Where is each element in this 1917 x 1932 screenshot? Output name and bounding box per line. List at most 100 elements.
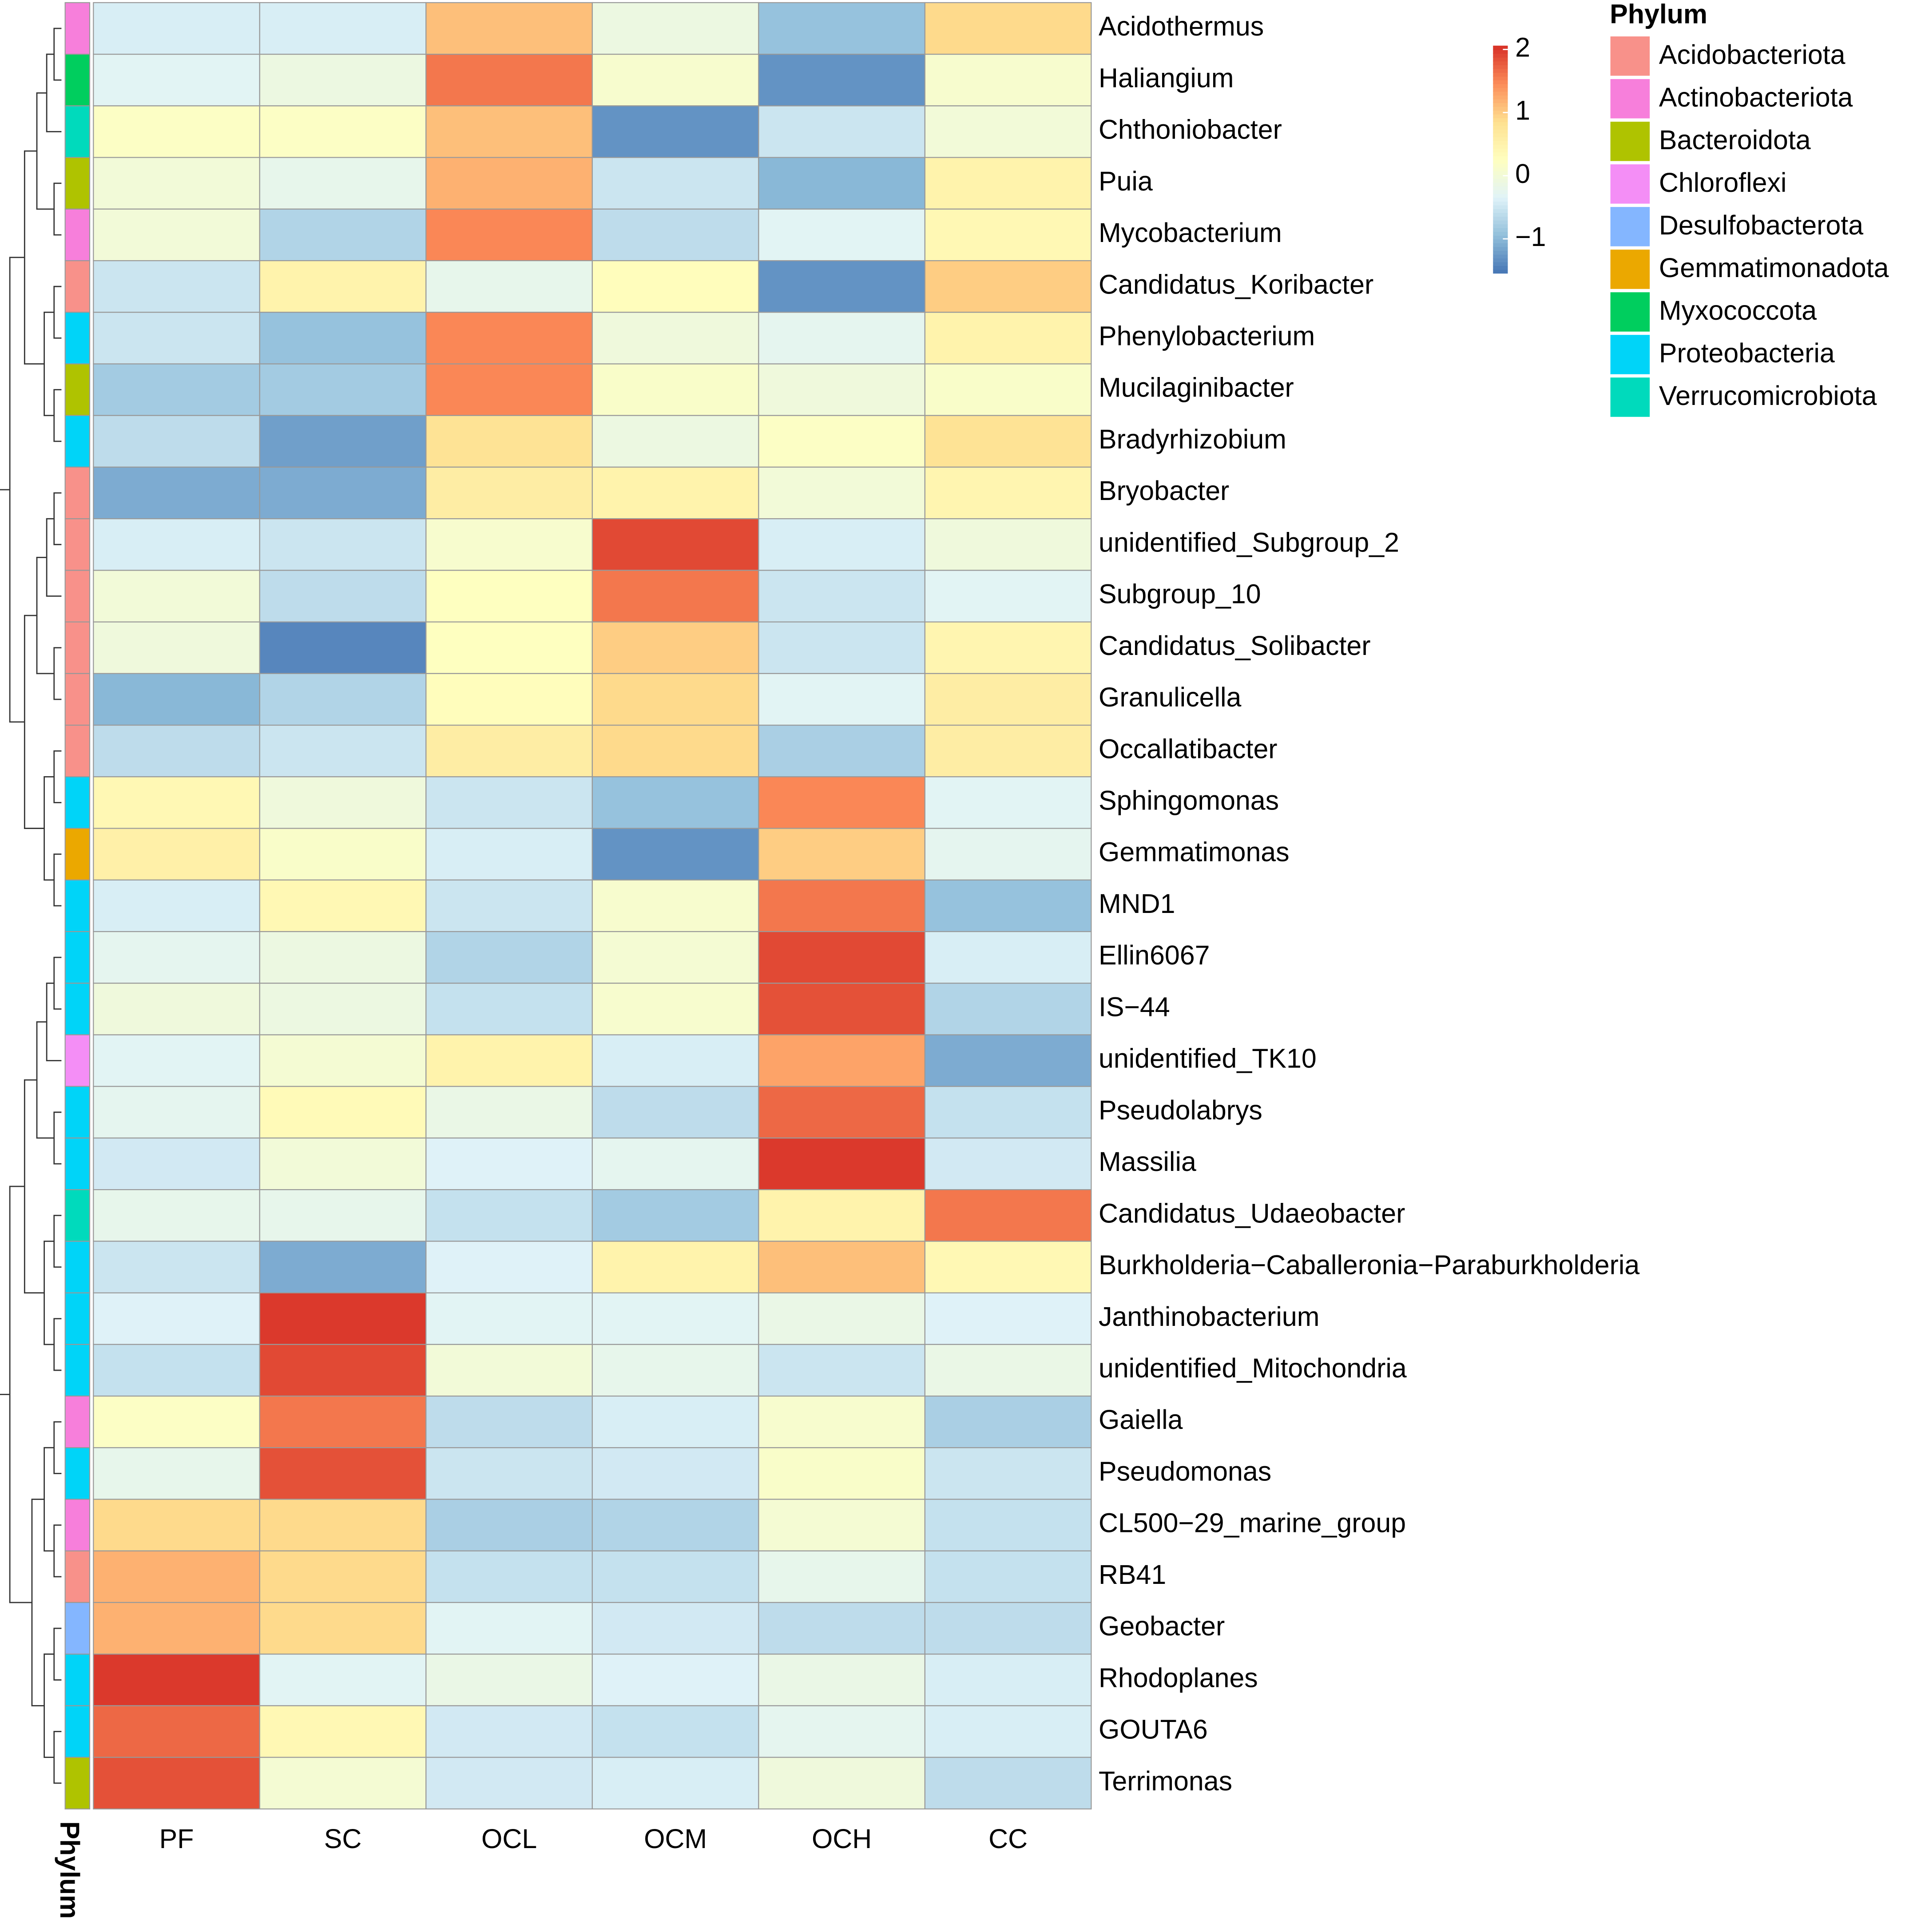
annotation-cell [64,621,91,674]
heat-cell [425,879,593,932]
row-label: Pseudolabrys [1099,1095,1262,1125]
heat-cell [259,673,427,726]
heat-cell [425,260,593,313]
heat-cell [758,105,925,158]
colorbar-segment [1493,114,1508,119]
row-label: Mycobacterium [1099,218,1282,248]
heat-cell [924,466,1092,520]
dendrogram-branch [53,853,62,907]
annotation-cell [64,828,91,881]
colorbar-segment [1493,91,1508,96]
heat-cell [259,1447,427,1500]
heat-cell [93,105,260,158]
heat-cell [924,1550,1092,1603]
heat-cell [93,1654,260,1706]
heat-cell [591,931,759,984]
row-label: MND1 [1099,889,1175,919]
heat-cell [93,931,260,984]
row-label: Candidatus_Koribacter [1099,269,1373,299]
row-label: Sphingomonas [1099,785,1279,816]
row-label: RB41 [1099,1559,1166,1590]
column-label: OCL [481,1824,537,1854]
colorbar-segment [1493,238,1508,243]
heat-cell [425,312,593,365]
heat-cell [259,983,427,1035]
row-label: Massilia [1099,1147,1196,1177]
heat-cell [758,673,925,726]
heat-cell [758,570,925,623]
heat-cell [425,1344,593,1397]
heat-cell [591,1705,759,1758]
heat-cell [758,1241,925,1293]
heat-cell [591,157,759,210]
heat-cell [924,1137,1092,1190]
heat-cell [758,54,925,107]
dendrogram-branch [53,647,62,700]
heat-cell [259,1189,427,1242]
row-label: Candidatus_Udaeobacter [1099,1198,1405,1228]
heat-cell [425,518,593,571]
heat-cell [758,1086,925,1139]
heat-cell [93,1241,260,1293]
heat-cell [425,1189,593,1242]
annotation-cell [64,2,91,55]
heat-cell [93,466,260,520]
colorbar-segment [1493,129,1508,134]
annotation-cell [64,1344,91,1397]
colorbar-label: 2 [1515,32,1530,62]
heat-cell [93,1550,260,1603]
heat-cell [591,260,759,313]
heat-cell [425,1705,593,1758]
heat-cell [591,1241,759,1293]
annotation-cell [64,1447,91,1500]
heat-cell [259,1344,427,1397]
heat-cell [924,1344,1092,1397]
dendrogram-branch [53,1731,62,1784]
heat-cell [93,673,260,726]
heat-cell [591,828,759,881]
annotation-cell [64,879,91,932]
colorbar-segment [1493,163,1508,168]
heat-cell [924,1499,1092,1551]
heat-cell [924,1757,1092,1809]
heat-cell [924,725,1092,778]
heat-cell [758,2,925,55]
heat-cell [93,828,260,881]
colorbar-segment [1493,45,1508,50]
row-label: Burkholderia−Caballeronia−Paraburkholder… [1099,1250,1639,1280]
colorbar-segment [1493,265,1508,270]
heat-cell [425,2,593,55]
colorbar-segment [1493,262,1508,266]
legend-swatch [1609,376,1651,418]
colorbar-label: 0 [1515,159,1530,189]
dendrogram-branch [53,750,62,803]
heat-cell [591,1550,759,1603]
heat-cell [259,1292,427,1345]
heat-cell [93,363,260,416]
heat-cell [591,1395,759,1448]
heat-cell [591,466,759,520]
heat-cell [591,1137,759,1190]
heat-cell [425,1395,593,1448]
row-label: Subgroup_10 [1099,579,1261,609]
dendrogram-branch [53,1524,62,1578]
heat-cell [93,1344,260,1397]
colorbar-segment [1493,72,1508,77]
colorbar-segment [1493,117,1508,122]
colorbar-segment [1493,95,1508,99]
heat-cell [259,466,427,520]
heat-cell [591,879,759,932]
heat-cell [758,1344,925,1397]
colorbar-segment [1493,79,1508,84]
colorbar-label: −1 [1515,222,1546,252]
heat-cell [758,1602,925,1655]
heat-cell [758,466,925,520]
heat-cell [924,931,1092,984]
heat-cell [924,1602,1092,1655]
heat-cell [591,312,759,365]
heat-cell [259,105,427,158]
heat-cell [425,54,593,107]
heat-cell [591,983,759,1035]
heat-cell [924,1034,1092,1087]
dendrogram-branch [44,776,54,881]
